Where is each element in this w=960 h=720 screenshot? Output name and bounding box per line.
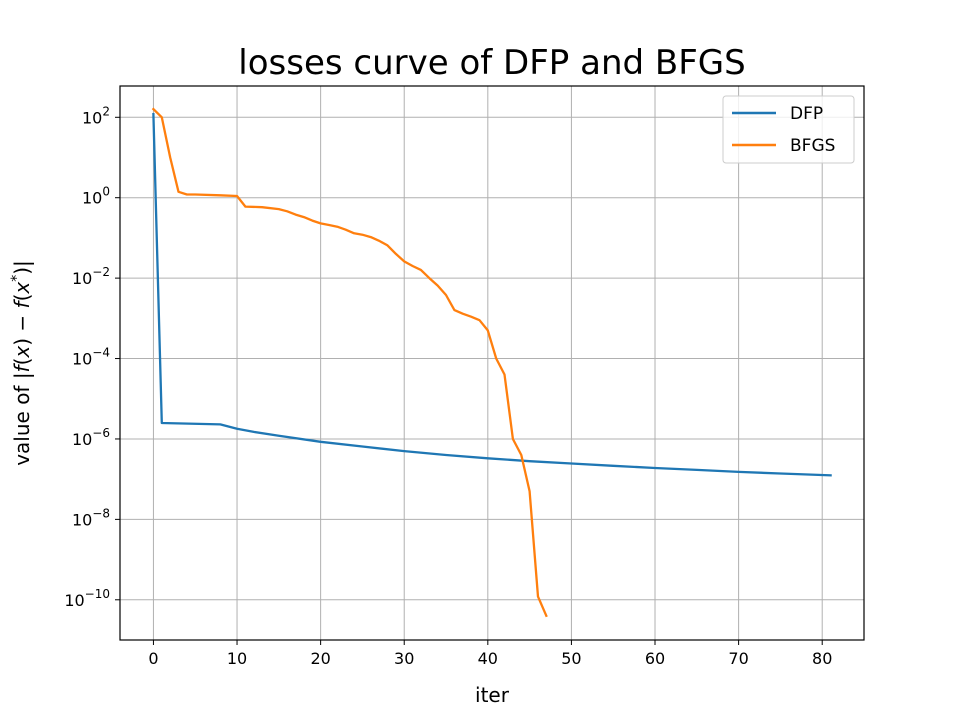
y-axis-label-x2: x bbox=[10, 282, 34, 295]
y-tick-label: 10−4 bbox=[72, 346, 110, 369]
y-tick-label: 100 bbox=[82, 185, 110, 208]
y-axis-label-x1: x bbox=[10, 346, 34, 359]
x-tick-label: 20 bbox=[310, 649, 330, 668]
x-tick-label: 30 bbox=[394, 649, 414, 668]
axis-ticks: 0 10 20 30 40 50 60 70 80 102 100 10−2 10−4 10−6 10−8 1… bbox=[64, 104, 832, 668]
y-axis-label-suffix: )| bbox=[10, 260, 34, 275]
x-tick-label: 10 bbox=[227, 649, 247, 668]
x-tick-label: 50 bbox=[561, 649, 581, 668]
x-tick-label: 80 bbox=[812, 649, 832, 668]
x-tick-label: 40 bbox=[478, 649, 498, 668]
y-axis-label-star: * bbox=[9, 275, 25, 282]
chart-title: losses curve of DFP and BFGS bbox=[238, 43, 745, 83]
y-axis-label-prefix: value of | bbox=[10, 372, 34, 465]
y-tick-label: 10−6 bbox=[72, 426, 110, 449]
x-tick-label: 0 bbox=[148, 649, 158, 668]
legend-label-dfp: DFP bbox=[790, 104, 823, 124]
y-axis-label-f2: f bbox=[10, 298, 34, 308]
x-axis-label: iter bbox=[475, 683, 510, 707]
y-axis-label: value of |f(x) − f(x*)| bbox=[9, 260, 34, 466]
legend: DFP BFGS bbox=[722, 95, 855, 164]
series-line-dfp bbox=[152, 112, 832, 477]
y-axis-label-f1: f bbox=[10, 362, 34, 372]
y-tick-label: 10−2 bbox=[72, 265, 110, 288]
y-axis-label-mid: ) − bbox=[10, 308, 34, 345]
x-tick-label: 60 bbox=[645, 649, 665, 668]
plot-frame bbox=[119, 85, 865, 641]
legend-label-bfgs: BFGS bbox=[790, 136, 835, 156]
y-tick-label: 10−8 bbox=[72, 506, 110, 529]
series-lines bbox=[151, 107, 832, 618]
y-tick-label: 102 bbox=[82, 104, 110, 127]
y-tick-label: 10−10 bbox=[64, 587, 110, 610]
x-tick-label: 70 bbox=[728, 649, 748, 668]
series-line-bfgs bbox=[151, 107, 548, 618]
